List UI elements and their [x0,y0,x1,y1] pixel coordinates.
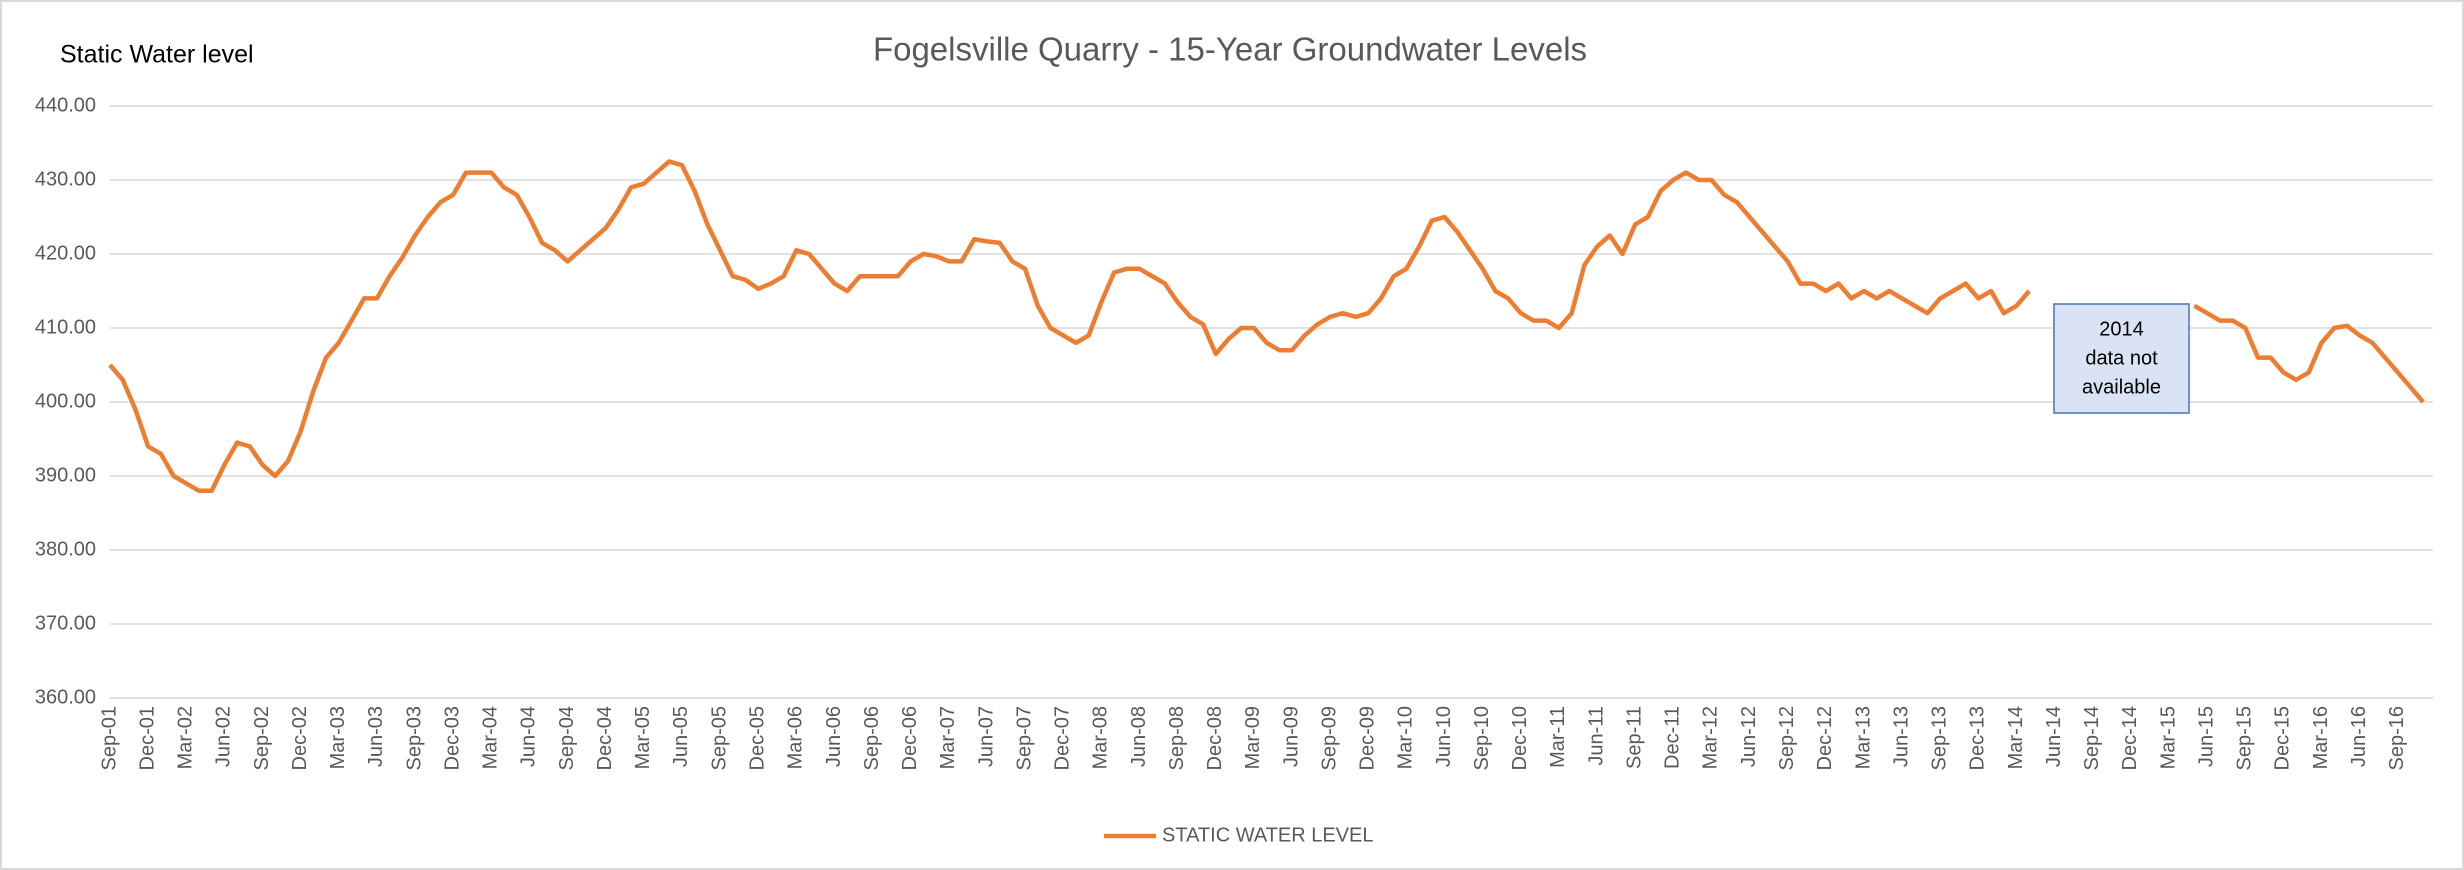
x-tick-label: Sep-03 [403,706,425,771]
x-tick-label: Dec-15 [2272,706,2294,770]
x-tick-label: Mar-03 [327,706,349,769]
y-tick-label: 380.00 [35,538,96,560]
x-tick-label: Dec-02 [289,706,311,770]
x-tick-label: Jun-02 [213,706,235,767]
x-tick-label: Mar-08 [1090,706,1112,769]
annotation-text: data not [2085,347,2158,369]
x-tick-label: Dec-03 [441,706,463,770]
x-tick-label: Jun-08 [1128,706,1150,767]
x-tick-label: Jun-12 [1738,706,1760,767]
x-tick-label: Dec-10 [1509,706,1531,770]
x-tick-label: Dec-04 [594,706,616,770]
y-tick-label: 400.00 [35,390,96,412]
x-tick-label: Jun-15 [2195,706,2217,767]
y-tick-label: 440.00 [35,94,96,116]
x-tick-label: Sep-05 [708,706,730,771]
x-tick-label: Mar-09 [1242,706,1264,769]
x-tick-label: Mar-13 [1852,706,1874,769]
x-tick-label: Mar-07 [937,706,959,769]
x-tick-label: Dec-01 [136,706,158,770]
x-tick-label: Dec-13 [1967,706,1989,770]
x-tick-label: Jun-07 [975,706,997,767]
x-tick-label: Mar-16 [2310,706,2332,769]
legend-label: STATIC WATER LEVEL [1162,824,1374,846]
x-tick-label: Jun-10 [1433,706,1455,767]
x-tick-label: Dec-14 [2119,706,2141,770]
x-tick-label: Mar-14 [2005,706,2027,769]
x-tick-label: Dec-05 [746,706,768,770]
y-tick-label: 420.00 [35,242,96,264]
x-tick-label: Mar-11 [1547,706,1569,768]
x-tick-label: Sep-07 [1013,706,1035,771]
x-tick-label: Jun-13 [1890,706,1912,767]
x-tick-label: Mar-02 [175,706,197,769]
y-tick-label: 370.00 [35,612,96,634]
x-tick-label: Dec-12 [1814,706,1836,770]
y-tick-label: 410.00 [35,316,96,338]
x-tick-label: Sep-12 [1776,706,1798,771]
data-line [108,159,2031,494]
annotation-text: 2014 [2099,318,2144,340]
x-tick-label: Jun-16 [2348,706,2370,767]
annotation-text: available [2082,376,2161,398]
x-tick-label: Dec-09 [1357,706,1379,770]
y-tick-label: 390.00 [35,464,96,486]
y-tick-label: 360.00 [35,686,96,708]
x-tick-label: Sep-02 [251,706,273,771]
data-line [2193,303,2425,404]
x-tick-label: Jun-11 [1585,706,1607,766]
x-tick-label: Sep-06 [861,706,883,771]
x-tick-label: Sep-08 [1166,706,1188,771]
x-tick-label: Dec-07 [1052,706,1074,770]
x-tick-label: Sep-13 [1929,706,1951,771]
x-tick-label: Mar-12 [1700,706,1722,769]
x-tick-label: Dec-06 [899,706,921,770]
x-tick-label: Jun-04 [518,706,540,767]
y-tick-label: 430.00 [35,168,96,190]
x-tick-label: Mar-06 [785,706,807,769]
x-tick-label: Sep-01 [98,706,120,771]
x-tick-label: Sep-11 [1623,706,1645,769]
x-tick-label: Sep-04 [556,706,578,771]
x-tick-label: Sep-15 [2234,706,2256,771]
x-tick-label: Dec-08 [1204,706,1226,770]
x-tick-label: Jun-09 [1280,706,1302,767]
x-tick-label: Sep-09 [1318,706,1340,771]
x-tick-label: Sep-14 [2081,706,2103,771]
x-tick-label: Jun-05 [670,706,692,767]
x-tick-label: Sep-10 [1471,706,1493,771]
y-axis-label: Static Water level [60,41,254,69]
x-tick-label: Jun-14 [2043,706,2065,767]
x-tick-label: Sep-16 [2386,706,2408,771]
x-tick-label: Mar-15 [2157,706,2179,769]
x-tick-label: Jun-06 [823,706,845,767]
x-tick-label: Mar-04 [480,706,502,769]
x-tick-label: Mar-10 [1395,706,1417,769]
x-tick-label: Mar-05 [632,706,654,769]
x-tick-label: Jun-03 [365,706,387,767]
x-tick-label: Dec-11 [1662,706,1684,769]
annotation-box [2053,303,2190,414]
chart-title: Fogelsville Quarry - 15-Year Groundwater… [873,31,1587,68]
